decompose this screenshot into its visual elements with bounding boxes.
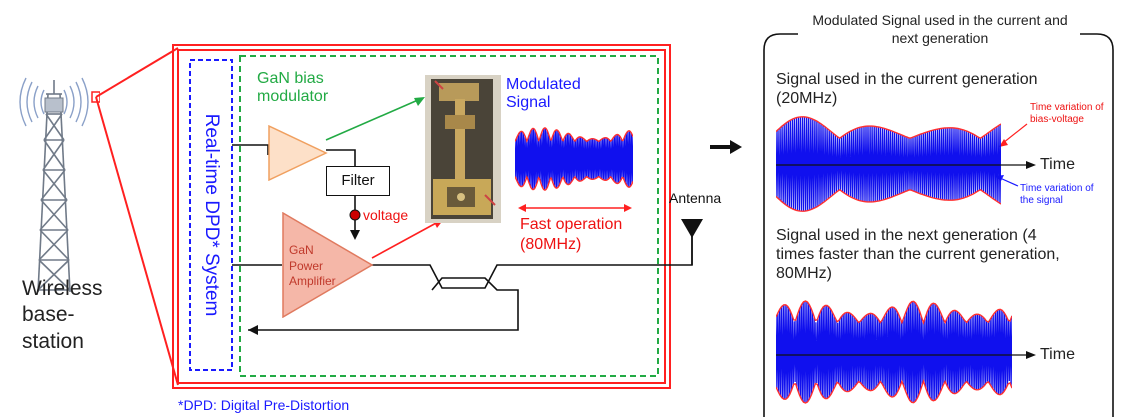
current-generation-waveform bbox=[776, 116, 1001, 212]
bias-voltage-annotation: Time variation of bias-voltage bbox=[1030, 102, 1104, 125]
antenna-icon bbox=[681, 219, 703, 238]
time-axis-1 bbox=[776, 161, 1036, 169]
time-axis-label-2: Time bbox=[1040, 346, 1075, 363]
system-frame-inner bbox=[177, 49, 666, 384]
zoom-line-top bbox=[95, 47, 179, 98]
circuit-board-photo bbox=[425, 75, 501, 223]
time-axis-2 bbox=[776, 351, 1036, 359]
amplifier-label: GaN Power Amplifier bbox=[289, 243, 336, 289]
next-generation-waveform bbox=[776, 300, 1012, 404]
modulated-signal-waveform bbox=[515, 127, 633, 191]
time-axis-label-1: Time bbox=[1040, 156, 1075, 173]
power-amplifier-block bbox=[282, 212, 374, 318]
dpd-footnote: *DPD: Digital Pre-Distortion bbox=[178, 397, 350, 413]
filter-block bbox=[326, 166, 390, 196]
panel-title: Modulated Signal used in the current and… bbox=[812, 12, 1068, 46]
wire-feedback bbox=[248, 277, 519, 331]
signal-annotation-arrow bbox=[999, 177, 1019, 187]
wire-modulator-filter bbox=[326, 149, 356, 166]
feedback-arrowhead bbox=[248, 325, 258, 335]
fast-operation-label: Fast operation (80MHz) bbox=[520, 216, 623, 253]
panel-frame-left bbox=[763, 33, 781, 417]
green-dashed-box bbox=[239, 55, 659, 377]
modulated-signal-label: Modulated Signal bbox=[506, 76, 581, 111]
next-generation-caption: Signal used in the next generation (4 ti… bbox=[776, 227, 1060, 283]
signal-variation-annotation: Time variation of the signal bbox=[1020, 183, 1094, 206]
antenna-label: Antenna bbox=[669, 190, 722, 206]
red-arrow-line bbox=[371, 221, 439, 259]
filter-label: Filter bbox=[341, 172, 375, 189]
system-frame-outer bbox=[172, 44, 671, 389]
voltage-node bbox=[349, 209, 361, 221]
filter-arrowhead bbox=[350, 230, 360, 240]
zoom-line-bottom bbox=[95, 96, 179, 386]
bias-modulator-label: GaN bias modulator bbox=[257, 70, 329, 106]
current-generation-caption: Signal used in the current generation (2… bbox=[776, 71, 1038, 108]
tower-label: Wireless base-station bbox=[22, 277, 103, 353]
dpd-dashed-box bbox=[189, 59, 233, 371]
cell-tower-icon bbox=[19, 77, 100, 293]
big-arrow-head bbox=[730, 140, 742, 154]
green-arrow-line bbox=[325, 99, 419, 141]
bias-modulator-block bbox=[268, 125, 328, 181]
wire-to-modulator bbox=[232, 144, 269, 155]
dpd-system-label: Real-time DPD* System bbox=[200, 113, 222, 317]
bias-annotation-arrow bbox=[1002, 123, 1028, 144]
green-arrowhead bbox=[414, 97, 425, 106]
voltage-label: voltage bbox=[363, 207, 409, 223]
panel-frame-right bbox=[1096, 33, 1114, 417]
